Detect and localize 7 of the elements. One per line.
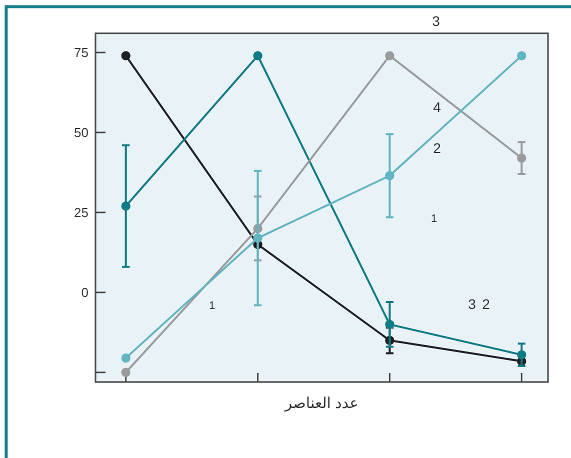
annotation: 3 bbox=[468, 296, 476, 312]
annotation: 1 bbox=[430, 212, 438, 225]
annotation: 3 bbox=[432, 12, 440, 29]
annotation: 2 bbox=[433, 140, 441, 156]
annotation: 2 bbox=[482, 296, 490, 312]
annotation: 4 bbox=[433, 98, 441, 115]
annotation: 1 bbox=[208, 300, 216, 312]
